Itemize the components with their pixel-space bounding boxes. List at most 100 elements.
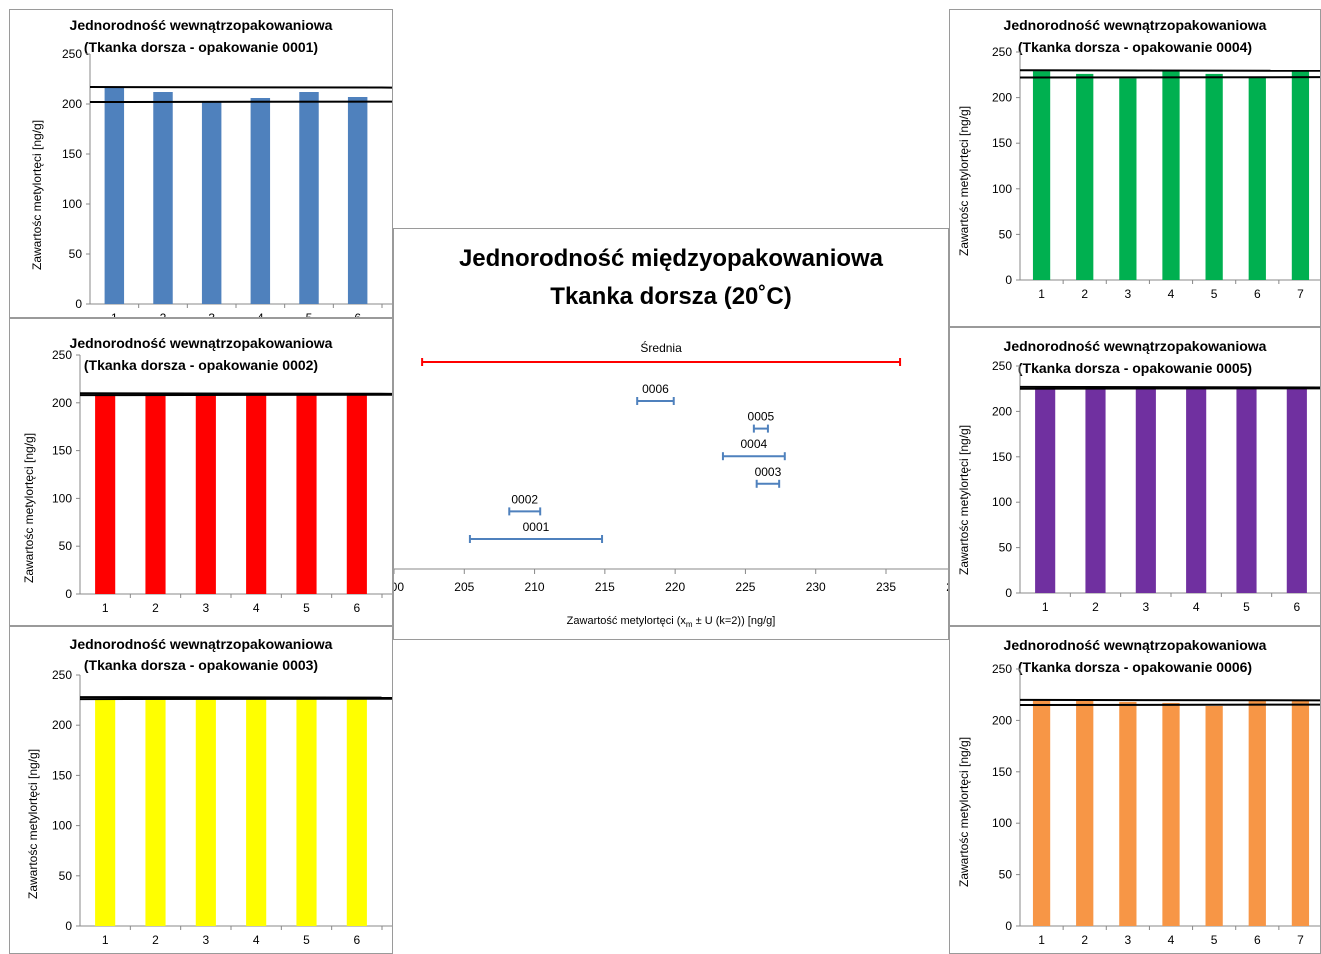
x-tick-label: 5 bbox=[1211, 287, 1218, 301]
chart-title: Jednorodność wewnątrzopakowaniowa bbox=[1003, 17, 1267, 33]
x-tick-label: 225 bbox=[735, 580, 755, 594]
chart-subtitle: (Tkanka dorsza - opakowanie 0001) bbox=[83, 39, 319, 55]
y-tick-label: 100 bbox=[52, 819, 72, 833]
x-tick-label: 3 bbox=[202, 601, 209, 615]
bar-4 bbox=[1162, 70, 1180, 280]
bar-6 bbox=[1286, 387, 1307, 593]
chart-subtitle: (Tkanka dorsza - opakowanie 0005) bbox=[1017, 360, 1253, 376]
bar-3 bbox=[1119, 701, 1137, 926]
x-tick-label: 3 bbox=[1125, 287, 1132, 301]
bar-4 bbox=[250, 98, 271, 304]
x-tick-label: 3 bbox=[202, 933, 209, 947]
x-tick-label: 1 bbox=[102, 601, 109, 615]
y-tick-label: 150 bbox=[52, 444, 72, 458]
bar-chart-0002: Jednorodność wewnątrzopakowaniowa (Tkank… bbox=[9, 318, 393, 626]
x-axis-label-pre: Zawartość metylortęci (x bbox=[566, 615, 686, 627]
chart-title: Jednorodność wewnątrzopakowaniowa bbox=[1003, 637, 1267, 653]
y-tick-label: 50 bbox=[59, 869, 73, 883]
errorbar-plot: 200 205 210 215 220 225 230 235 240 Średnia 0006 00… bbox=[394, 340, 948, 594]
x-tick-label: 6 bbox=[353, 933, 360, 947]
y-tick-label: 150 bbox=[992, 136, 1012, 150]
y-tick-label: 100 bbox=[992, 182, 1012, 196]
reference-line bbox=[1019, 69, 1320, 72]
bar-3 bbox=[1135, 387, 1156, 593]
y-tick-label: 200 bbox=[992, 91, 1012, 105]
x-tick-label: 1 bbox=[1042, 600, 1049, 614]
x-tick-label: 200 bbox=[394, 580, 404, 594]
x-tick-label: 1 bbox=[1038, 933, 1045, 947]
y-tick-label: 200 bbox=[52, 396, 72, 410]
bar-5 bbox=[1236, 387, 1257, 593]
errorbar-label: 0002 bbox=[511, 492, 538, 506]
chart-subtitle: (Tkanka dorsza - opakowanie 0003) bbox=[83, 657, 319, 673]
x-tick-label: 3 bbox=[1142, 600, 1149, 614]
x-tick-label: 5 bbox=[303, 601, 310, 615]
x-tick-label: 215 bbox=[595, 580, 615, 594]
x-tick-label: 2 bbox=[1081, 933, 1088, 947]
x-tick-label: 2 bbox=[1092, 600, 1099, 614]
x-tick-label: 230 bbox=[806, 580, 826, 594]
bar-2 bbox=[1076, 73, 1094, 280]
chart-title: Jednorodność wewnątrzopakowaniowa bbox=[69, 636, 333, 652]
chart-title: Jednorodność wewnątrzopakowaniowa bbox=[69, 335, 333, 351]
bar-5 bbox=[299, 92, 319, 304]
y-tick-label: 100 bbox=[992, 495, 1012, 509]
reference-line bbox=[1019, 698, 1320, 702]
x-tick-label: 6 bbox=[1254, 287, 1261, 301]
x-tick-label: 5 bbox=[1211, 933, 1218, 947]
x-tick-label: 1 bbox=[111, 311, 118, 318]
x-tick-label: 4 bbox=[1193, 600, 1200, 614]
bar-5 bbox=[1205, 706, 1223, 926]
y-tick-label: 150 bbox=[992, 450, 1012, 464]
y-tick-label: 150 bbox=[52, 768, 72, 782]
bar-1 bbox=[95, 699, 116, 926]
errorbar-label: 0004 bbox=[741, 437, 768, 451]
y-tick-label: 250 bbox=[992, 45, 1012, 59]
bar-plot: 0 50 100 150 200 250 1 2 3 4 5 6 bbox=[52, 668, 392, 947]
x-tick-label: 1 bbox=[1038, 287, 1045, 301]
x-tick-label: 1 bbox=[102, 933, 109, 947]
errorbar-label: 0005 bbox=[748, 410, 775, 424]
bar-chart-0001: Jednorodność wewnątrzopakowaniowa (Tkank… bbox=[9, 9, 393, 318]
x-tick-label: 6 bbox=[1254, 933, 1261, 947]
x-tick-label: 235 bbox=[876, 580, 896, 594]
y-tick-label: 100 bbox=[62, 197, 82, 211]
x-axis-label-sub: m bbox=[685, 620, 693, 630]
x-tick-label: 4 bbox=[1168, 287, 1175, 301]
x-tick-label: 5 bbox=[306, 311, 313, 318]
y-tick-label: 150 bbox=[62, 147, 82, 161]
x-tick-label: 220 bbox=[665, 580, 685, 594]
y-tick-label: 200 bbox=[992, 713, 1012, 727]
y-tick-label: 50 bbox=[999, 541, 1013, 555]
chart-subtitle: (Tkanka dorsza - opakowanie 0006) bbox=[1017, 659, 1253, 675]
reference-line bbox=[79, 696, 392, 699]
bar-4 bbox=[1162, 702, 1180, 926]
x-tick-label: 6 bbox=[354, 311, 361, 318]
x-axis-label-post: ± U (k=2)) [ng/g] bbox=[692, 615, 776, 627]
y-tick-label: 250 bbox=[52, 348, 72, 362]
center-chart-title: Jednorodność międzyopakowaniowa bbox=[458, 245, 884, 272]
bar-2 bbox=[145, 699, 166, 926]
y-tick-label: 50 bbox=[999, 227, 1013, 241]
x-tick-label: 2 bbox=[1081, 287, 1088, 301]
chart-subtitle: (Tkanka dorsza - opakowanie 0004) bbox=[1017, 39, 1253, 55]
errorbar-label: 0001 bbox=[523, 520, 550, 534]
mean-label: Średnia bbox=[640, 340, 682, 355]
chart-title: Jednorodność wewnątrzopakowaniowa bbox=[69, 17, 333, 33]
bar-3 bbox=[195, 699, 216, 926]
y-tick-label: 0 bbox=[65, 587, 72, 601]
bar-4 bbox=[246, 699, 267, 926]
chart-subtitle: (Tkanka dorsza - opakowanie 0002) bbox=[83, 357, 319, 373]
errorbar-label: 0006 bbox=[642, 382, 669, 396]
x-tick-label: 3 bbox=[1125, 933, 1132, 947]
y-tick-label: 0 bbox=[1005, 919, 1012, 933]
bar-1 bbox=[95, 394, 116, 594]
x-tick-label: 2 bbox=[152, 933, 159, 947]
bar-1 bbox=[1035, 387, 1056, 593]
center-chart-subtitle: Tkanka dorsza (20˚C) bbox=[550, 283, 792, 310]
bar-6 bbox=[346, 395, 367, 594]
bar-3 bbox=[201, 102, 222, 304]
bar-chart-0004: Jednorodność wewnątrzopakowaniowa (Tkank… bbox=[949, 9, 1321, 327]
x-tick-label: 205 bbox=[454, 580, 474, 594]
bar-5 bbox=[296, 394, 317, 594]
